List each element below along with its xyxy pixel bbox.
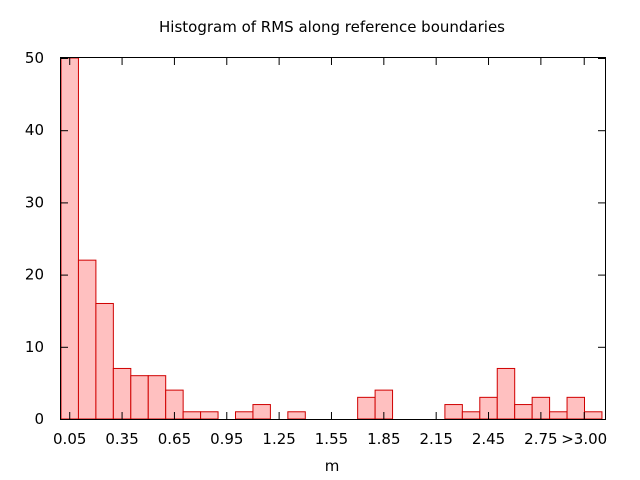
- histogram-bar: [182, 411, 202, 420]
- histogram-bar: [112, 367, 132, 420]
- x-tick-label: 0.05: [53, 430, 86, 448]
- histogram-bar: [235, 411, 254, 420]
- y-tick-label: 0: [34, 410, 44, 428]
- histogram-bar: [549, 411, 568, 420]
- histogram-bar: [252, 404, 271, 420]
- histogram-bar: [130, 375, 149, 420]
- y-tick-label: 30: [25, 193, 44, 211]
- histogram-bar: [496, 367, 516, 420]
- histogram-bar: [60, 57, 79, 420]
- histogram-bar: [461, 411, 481, 420]
- x-axis: 0.05 0.35 0.65 0.95 1.25 1.55 1.85 2.15 2.45 2.75…: [53, 58, 607, 448]
- histogram-bar: [566, 396, 585, 420]
- histogram-bar: [95, 302, 114, 420]
- x-axis-label: m: [325, 457, 340, 475]
- histogram-bar: [287, 411, 306, 420]
- histogram-bar: [444, 404, 463, 420]
- x-tick-label: 2.15: [419, 430, 452, 448]
- x-tick-label: 2.45: [472, 430, 505, 448]
- histogram-bar: [514, 404, 533, 420]
- y-tick-label: 10: [25, 338, 44, 356]
- plot-frame: [60, 57, 606, 420]
- histogram-bar: [584, 411, 603, 420]
- x-tick-label: 0.65: [158, 430, 191, 448]
- bars-group: [60, 57, 603, 420]
- x-tick-label: 0.35: [105, 430, 138, 448]
- y-tick-label: 20: [25, 266, 44, 284]
- x-tick-label: 2.75: [524, 430, 557, 448]
- histogram-bar: [357, 396, 376, 420]
- x-tick-label: >3.00: [561, 430, 607, 448]
- histogram-bar: [147, 375, 167, 420]
- y-tick-label: 40: [25, 121, 44, 139]
- y-tick-label: 50: [25, 49, 44, 67]
- x-tick-label: 0.95: [210, 430, 243, 448]
- x-tick-label: 1.25: [262, 430, 295, 448]
- histogram-bar: [77, 259, 97, 420]
- x-tick-label: 1.55: [315, 430, 348, 448]
- histogram-bar: [200, 411, 219, 420]
- chart-title: Histogram of RMS along reference boundar…: [159, 18, 505, 36]
- x-tick-label: 1.85: [367, 430, 400, 448]
